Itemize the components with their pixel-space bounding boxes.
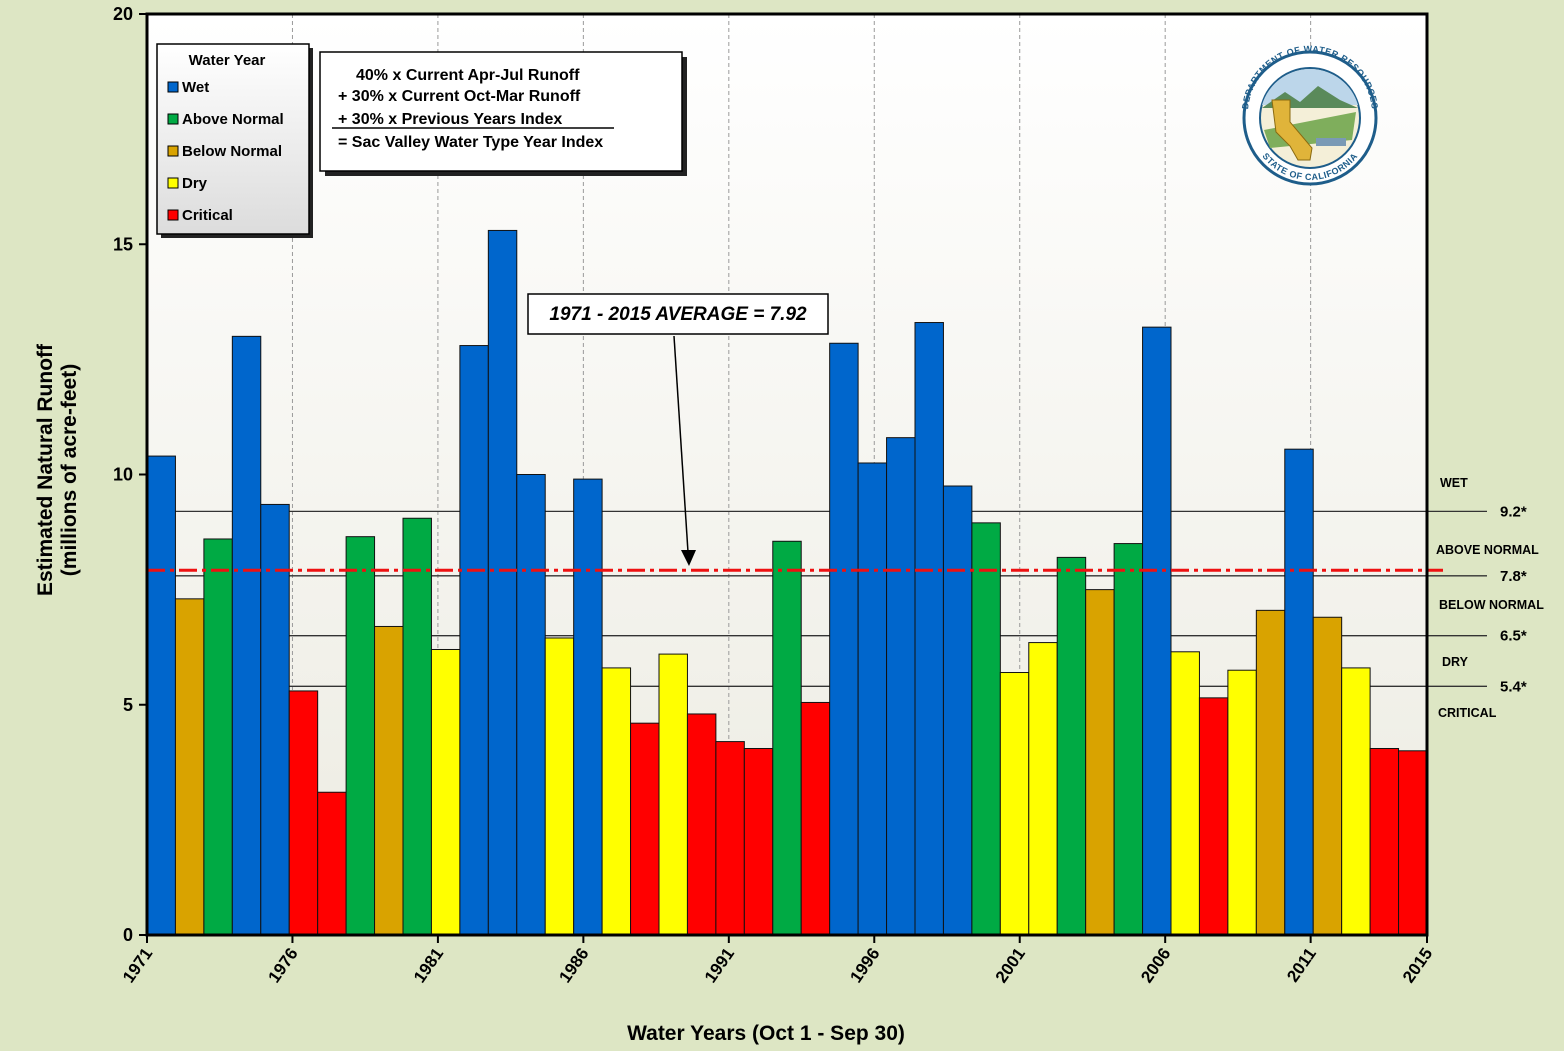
y-tick-label-15: 15 — [113, 234, 133, 254]
dwr-seal: DEPARTMENT OF WATER RESOURCES STATE OF C… — [1240, 44, 1379, 186]
x-tick-label-1981: 1981 — [410, 944, 447, 986]
seal-state-shape — [1271, 99, 1313, 161]
zone-label-below-normal: BELOW NORMAL — [1439, 598, 1544, 612]
x-tick-label-1976: 1976 — [264, 944, 301, 986]
legend-label-below-normal: Below Normal — [182, 143, 282, 160]
zone-label-wet: WET — [1440, 476, 1468, 490]
legend: Water Year Wet Above Normal Below Normal Dr… — [156, 43, 313, 238]
x-tick-label-1991: 1991 — [701, 944, 738, 986]
x-tick-label-2011: 2011 — [1283, 944, 1320, 985]
threshold-value-2: 6.5* — [1500, 628, 1527, 645]
bar-1978 — [345, 536, 376, 936]
bar-2013 — [1341, 667, 1371, 936]
bar-2012 — [1312, 616, 1343, 936]
formula-line-3: + 30% x Previous Years Index — [338, 111, 562, 128]
average-arrowhead — [681, 550, 696, 566]
legend-swatch-dry — [167, 177, 179, 189]
bar-1971 — [146, 455, 176, 936]
bar-2014 — [1369, 747, 1400, 936]
bar-1977 — [317, 791, 347, 936]
zone-label-above-normal: ABOVE NORMAL — [1436, 543, 1539, 557]
average-annotation: 1971 - 2015 AVERAGE = 7.92 — [527, 293, 829, 566]
average-label: 1971 - 2015 AVERAGE = 7.92 — [549, 304, 807, 325]
y-tick-label-10: 10 — [113, 465, 133, 485]
x-tick-label-1996: 1996 — [846, 944, 883, 986]
bar-1982 — [459, 345, 489, 936]
bar-1989 — [658, 653, 688, 936]
bar-2010 — [1255, 609, 1286, 936]
legend-swatch-critical — [167, 209, 179, 221]
bar-1976 — [288, 690, 319, 936]
y-axis-title-line2: (millions of acre-feet) — [58, 364, 81, 576]
legend-label-above-normal: Above Normal — [182, 111, 284, 128]
legend-swatch-below-normal — [167, 145, 179, 157]
bar-1972 — [174, 598, 205, 936]
bar-2001 — [999, 672, 1030, 936]
bar-2008 — [1198, 697, 1229, 936]
bar-2004 — [1085, 589, 1115, 936]
formula-line-4: = Sac Valley Water Type Year Index — [338, 134, 603, 151]
y-tick-label-20: 20 — [113, 4, 133, 24]
bar-2000 — [971, 522, 1001, 936]
bar-1988 — [630, 722, 660, 936]
x-tick-label-1971: 1971 — [119, 944, 156, 986]
x-tick-label-2015: 2015 — [1399, 944, 1436, 986]
zone-label-dry: DRY — [1442, 655, 1469, 669]
formula-line-2: + 30% x Current Oct-Mar Runoff — [338, 88, 581, 105]
bar-1981 — [430, 648, 461, 936]
bar-2006 — [1142, 326, 1172, 936]
bar-2002 — [1028, 642, 1058, 936]
legend-label-critical: Critical — [182, 207, 233, 224]
threshold-value-0: 9.2* — [1500, 503, 1527, 520]
average-arrow — [673, 335, 689, 553]
x-tick-label-2006: 2006 — [1137, 944, 1174, 986]
formula-line-1: 40% x Current Apr-Jul Runoff — [356, 67, 580, 84]
formula-box: 40% x Current Apr-Jul Runoff + 30% x Cur… — [319, 51, 687, 176]
y-axis-title-line1: Estimated Natural Runoff — [34, 343, 57, 596]
threshold-value-3: 5.4* — [1500, 678, 1527, 695]
bar-1997 — [886, 437, 916, 936]
x-tick-label-1986: 1986 — [555, 944, 592, 986]
bar-1985 — [544, 637, 575, 936]
bar-1992 — [743, 747, 774, 936]
x-axis-title: Water Years (Oct 1 - Sep 30) — [627, 1022, 905, 1045]
bar-1987 — [601, 667, 632, 936]
bar-1991 — [715, 741, 745, 936]
seal-dam — [1316, 138, 1346, 146]
legend-label-wet: Wet — [182, 79, 209, 96]
zone-label-critical: CRITICAL — [1438, 706, 1497, 720]
bar-2005 — [1113, 543, 1144, 936]
legend-title: Water Year — [189, 52, 266, 69]
bar-1980 — [402, 517, 432, 936]
y-tick-label-5: 5 — [123, 695, 133, 715]
legend-label-dry: Dry — [182, 175, 208, 192]
legend-swatch-wet — [167, 81, 179, 93]
zone-labels: WET ABOVE NORMAL BELOW NORMAL DRY CRITIC… — [1436, 476, 1544, 720]
bar-2015 — [1398, 750, 1428, 936]
threshold-value-1: 7.8* — [1500, 568, 1527, 585]
bar-2007 — [1170, 651, 1200, 936]
bar-1995 — [829, 342, 859, 936]
bar-1998 — [914, 322, 944, 936]
bar-1986 — [573, 478, 603, 936]
bar-1979 — [374, 625, 404, 936]
bar-2011 — [1284, 448, 1314, 936]
bar-1996 — [857, 462, 888, 936]
bar-1990 — [686, 713, 717, 936]
bar-2003 — [1056, 556, 1087, 936]
bar-1993 — [772, 540, 802, 936]
bar-2009 — [1227, 669, 1257, 936]
y-tick-label-0: 0 — [123, 925, 133, 945]
bar-1983 — [487, 229, 518, 936]
legend-swatch-above-normal — [167, 113, 179, 125]
bar-1973 — [203, 538, 233, 936]
bar-1984 — [516, 474, 546, 936]
bar-1994 — [800, 701, 831, 936]
bar-1999 — [942, 485, 973, 936]
bar-1974 — [231, 335, 262, 936]
x-tick-label-2001: 2001 — [992, 944, 1029, 986]
